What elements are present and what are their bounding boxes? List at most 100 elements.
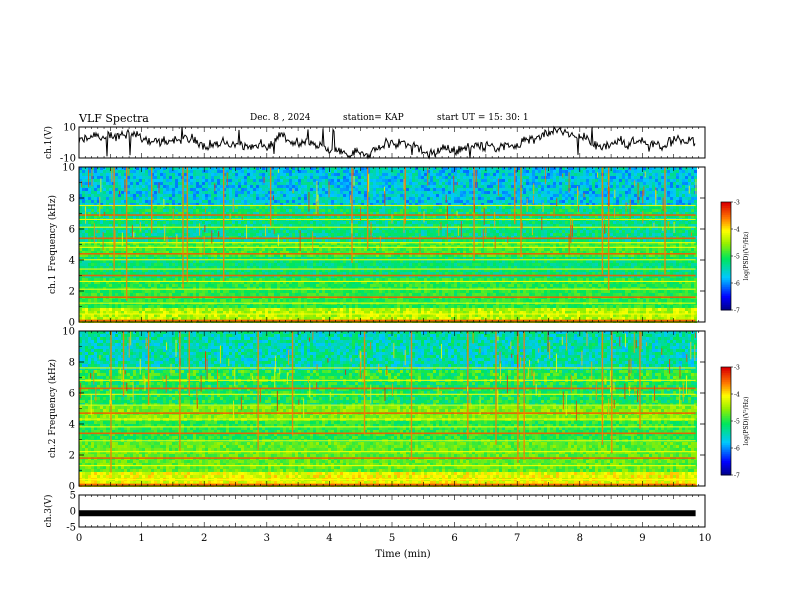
emission-line bbox=[79, 253, 696, 255]
burst bbox=[179, 331, 181, 452]
burst bbox=[664, 167, 666, 275]
y-tick-label: -10 bbox=[60, 154, 76, 165]
colorbar: -3 -4 -5 -6 -7 log(PSD)(V²/Hz) bbox=[720, 365, 750, 480]
emission-line bbox=[79, 214, 696, 216]
x-tick-label: 1 bbox=[138, 533, 144, 544]
x-axis-label: Time (min) bbox=[375, 549, 430, 560]
y-tick-label: 0 bbox=[69, 318, 75, 329]
burst bbox=[351, 167, 353, 263]
burst bbox=[601, 331, 604, 445]
burst bbox=[222, 167, 225, 282]
burst bbox=[639, 331, 641, 429]
emission-line bbox=[79, 483, 696, 486]
y-tick-label: 8 bbox=[69, 358, 75, 369]
burst bbox=[291, 331, 294, 436]
x-ticks-3 bbox=[78, 331, 706, 486]
y-tick-label: 4 bbox=[69, 256, 75, 267]
colorbar-tick-label: -4 bbox=[734, 392, 740, 399]
colorbar-tick-label: -3 bbox=[734, 365, 740, 372]
emission-line bbox=[79, 246, 696, 248]
colorbar-tick-label: -6 bbox=[734, 446, 740, 453]
x-tick-label: 0 bbox=[76, 533, 82, 544]
y-axis-label: ch.2 Frequency (kHz) bbox=[47, 359, 58, 458]
sferic-bursts bbox=[81, 167, 697, 301]
emission-line bbox=[79, 426, 696, 428]
burst bbox=[520, 167, 522, 258]
burst bbox=[601, 167, 604, 275]
y-tick-label: 10 bbox=[63, 123, 76, 134]
burst bbox=[122, 331, 125, 397]
emission-line bbox=[79, 451, 696, 453]
emission-line bbox=[79, 432, 696, 435]
y-tick-label: 0 bbox=[70, 507, 76, 518]
burst bbox=[257, 331, 259, 451]
burst bbox=[473, 167, 475, 261]
burst bbox=[495, 331, 497, 445]
colorbar-label: log(PSD)(V²/Hz) bbox=[743, 232, 750, 281]
ch1-waveform: 10 -10 ch.1(V) bbox=[43, 123, 706, 165]
emission-line bbox=[79, 268, 696, 270]
panel-frame bbox=[78, 126, 706, 159]
emission-line bbox=[79, 280, 696, 282]
emission-line bbox=[79, 296, 696, 298]
waveform-trace bbox=[79, 510, 696, 517]
y-tick-label: 8 bbox=[69, 194, 75, 205]
burst bbox=[269, 167, 272, 226]
waveform-trace bbox=[78, 125, 696, 160]
y-tick-label: 10 bbox=[62, 163, 75, 174]
y-tick-label: -5 bbox=[66, 523, 76, 534]
emission-line bbox=[79, 465, 696, 467]
burst bbox=[467, 331, 469, 440]
y-axis-label: ch.1 Frequency (kHz) bbox=[47, 195, 58, 294]
y-tick-label: 10 bbox=[62, 327, 75, 338]
x-tick-label: 9 bbox=[639, 533, 645, 544]
colorbar-tick-label: -6 bbox=[734, 281, 740, 288]
emission-line bbox=[79, 242, 696, 244]
emission-line bbox=[79, 440, 696, 442]
burst bbox=[366, 167, 369, 250]
emission-line bbox=[79, 288, 696, 290]
burst bbox=[611, 331, 613, 454]
figure-date: Dec. 8 , 2024 bbox=[250, 113, 311, 123]
y-tick-label: 2 bbox=[69, 451, 75, 462]
spectrogram-cells bbox=[79, 167, 697, 323]
figure-station: station= KAP bbox=[343, 113, 404, 123]
y-tick-label: 5 bbox=[70, 491, 76, 502]
colorbar-tick-label: -3 bbox=[734, 200, 740, 207]
burst bbox=[363, 331, 366, 435]
burst bbox=[607, 167, 610, 291]
emission-line bbox=[79, 204, 696, 207]
colorbar-tick-label: -7 bbox=[734, 308, 740, 315]
x-tick-label: 2 bbox=[201, 533, 207, 544]
colorbar-tick-label: -5 bbox=[734, 254, 740, 261]
emission-line bbox=[79, 259, 696, 261]
burst bbox=[523, 331, 525, 460]
emission-lines bbox=[79, 367, 696, 486]
burst bbox=[150, 167, 153, 234]
burst bbox=[410, 331, 413, 461]
burst bbox=[186, 167, 189, 282]
burst bbox=[404, 167, 406, 224]
x-tick-label: 3 bbox=[264, 533, 270, 544]
y-tick-label: 0 bbox=[69, 482, 75, 493]
x-ticks-1 bbox=[78, 127, 706, 158]
x-ticks-4: 0 1 2 3 4 5 6 7 8 9 10 bbox=[76, 495, 711, 544]
spectrogram-cells bbox=[79, 331, 697, 487]
ch1-spectrogram: 0 2 4 6 8 10 ch.1 Frequency (kHz) -3 -4 -5 -6 -7 log… bbox=[47, 163, 750, 329]
x-ticks-2 bbox=[78, 167, 706, 322]
emission-lines bbox=[79, 204, 696, 322]
burst bbox=[514, 167, 516, 225]
x-tick-label: 8 bbox=[577, 533, 583, 544]
colorbar: -3 -4 -5 -6 -7 log(PSD)(V²/Hz) bbox=[720, 200, 750, 315]
burst bbox=[188, 331, 190, 397]
emission-line bbox=[79, 237, 696, 240]
ch2-spectrogram: 0 2 4 6 8 10 ch.2 Frequency (kHz) -3 -4 -5 -6 -7 log… bbox=[47, 327, 750, 493]
y-tick-label: 6 bbox=[69, 225, 75, 236]
emission-line bbox=[79, 404, 696, 406]
x-tick-label: 4 bbox=[326, 533, 332, 544]
emission-line bbox=[79, 457, 696, 459]
burst bbox=[125, 167, 128, 301]
burst bbox=[147, 331, 150, 405]
burst bbox=[110, 331, 112, 473]
